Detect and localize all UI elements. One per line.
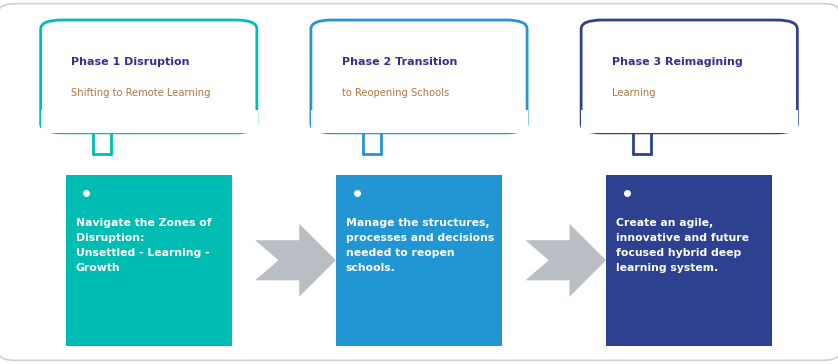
Text: Shifting to Remote Learning: Shifting to Remote Learning bbox=[71, 88, 211, 99]
Text: to Reopening Schools: to Reopening Schools bbox=[342, 88, 449, 99]
Bar bbox=[110, 110, 258, 133]
Bar bbox=[633, 110, 652, 133]
FancyBboxPatch shape bbox=[41, 20, 257, 133]
Text: Learning: Learning bbox=[612, 88, 655, 99]
FancyBboxPatch shape bbox=[311, 20, 527, 133]
Polygon shape bbox=[256, 224, 336, 297]
FancyBboxPatch shape bbox=[0, 4, 838, 360]
Bar bbox=[606, 175, 773, 346]
Text: Phase 1 Disruption: Phase 1 Disruption bbox=[71, 57, 190, 67]
Bar bbox=[41, 110, 94, 133]
Polygon shape bbox=[525, 224, 606, 297]
Text: Navigate the Zones of
Disruption:
Unsettled - Learning -
Growth: Navigate the Zones of Disruption: Unsett… bbox=[75, 218, 211, 273]
Bar bbox=[650, 110, 798, 133]
Text: Create an agile,
innovative and future
focused hybrid deep
learning system.: Create an agile, innovative and future f… bbox=[616, 218, 749, 273]
Bar bbox=[311, 110, 364, 133]
Text: Manage the structures,
processes and decisions
needed to reopen
schools.: Manage the structures, processes and dec… bbox=[346, 218, 494, 273]
FancyBboxPatch shape bbox=[581, 20, 797, 133]
Text: Phase 3 Reimagining: Phase 3 Reimagining bbox=[612, 57, 742, 67]
Text: Phase 2 Transition: Phase 2 Transition bbox=[342, 57, 457, 67]
Bar bbox=[581, 110, 634, 133]
Bar bbox=[92, 110, 111, 133]
Bar bbox=[65, 175, 232, 346]
Bar bbox=[362, 110, 382, 133]
Bar bbox=[336, 175, 502, 346]
Bar bbox=[380, 110, 528, 133]
